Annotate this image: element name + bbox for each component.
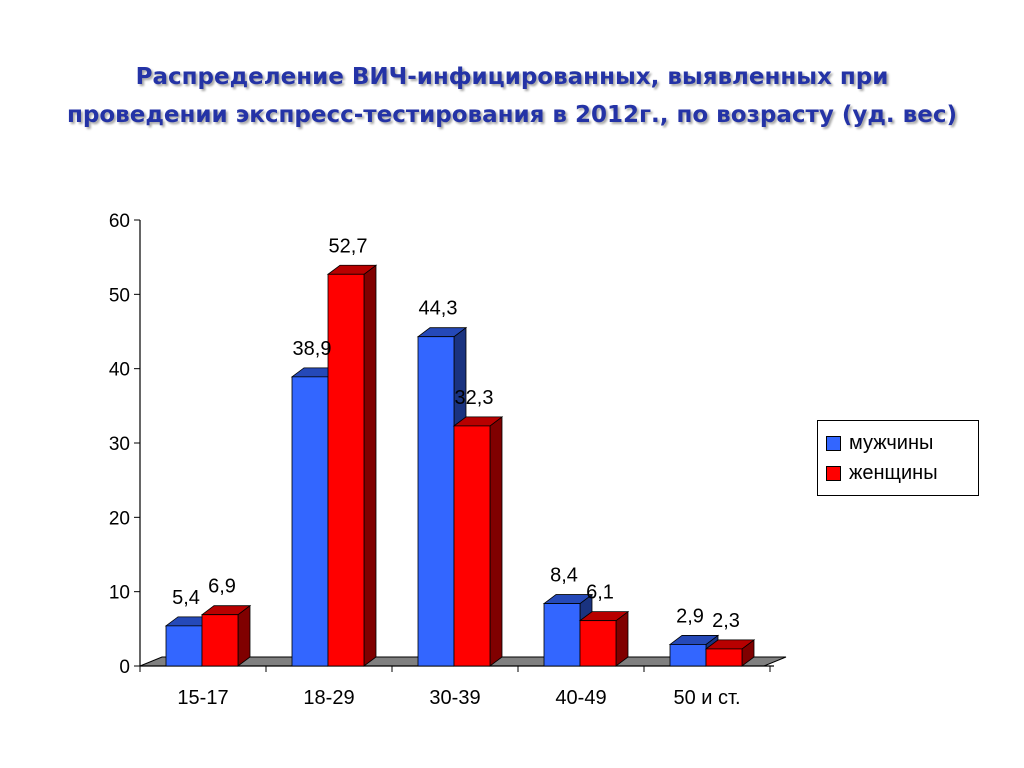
- x-axis: 15-17 18-29 30-39 40-49 50 и ст.: [139, 666, 771, 709]
- bar-front: [669, 644, 707, 667]
- data-label: 6,9: [208, 576, 236, 598]
- chart-title: Распределение ВИЧ-инфицированных, выявле…: [0, 58, 1024, 134]
- bar-side: [615, 610, 629, 667]
- x-category-label: 40-49: [555, 687, 606, 709]
- y-tick-label: 50: [109, 285, 130, 306]
- bar-front: [705, 648, 743, 667]
- data-label: 5,4: [172, 587, 200, 609]
- bar-front: [453, 425, 491, 667]
- bar-front: [579, 620, 617, 667]
- chart-title-line-1: Распределение ВИЧ-инфицированных, выявле…: [135, 64, 889, 90]
- bar: [704, 639, 756, 667]
- legend-item-women: женщины: [826, 461, 938, 485]
- x-category-label: 18-29: [303, 687, 354, 709]
- bar-side: [237, 604, 251, 667]
- chart-title-line-2: проведении экспресс-тестирования в 2012г…: [67, 102, 957, 128]
- y-tick-label: 20: [109, 508, 130, 529]
- data-label: 2,3: [712, 610, 740, 632]
- legend-swatch-women: [826, 465, 841, 481]
- x-category-label: 50 и ст.: [673, 687, 740, 709]
- legend-item-men: мужчины: [826, 431, 933, 455]
- bar-front: [165, 625, 203, 667]
- y-tick-label: 40: [109, 360, 130, 381]
- data-label: 8,4: [550, 565, 578, 587]
- y-tick-label: 60: [109, 211, 130, 232]
- legend: мужчины женщины: [817, 420, 979, 496]
- bar-front: [417, 336, 455, 667]
- bar-front: [201, 614, 239, 667]
- bar: [326, 264, 378, 667]
- data-label: 2,9: [676, 605, 704, 627]
- data-label: 6,1: [586, 582, 614, 604]
- data-label: 32,3: [455, 387, 494, 409]
- x-category-label: 30-39: [429, 687, 480, 709]
- bar-side: [489, 416, 503, 667]
- data-labels: 5,4 6,9 38,9 52,7 44,3 32,3 8,4 6,1 2,9 2,3: [172, 235, 740, 632]
- bar: [200, 604, 252, 667]
- legend-label-women: женщины: [849, 461, 938, 484]
- data-label: 52,7: [329, 235, 368, 257]
- data-label: 44,3: [419, 298, 458, 320]
- bar-front: [291, 376, 329, 667]
- bar: [542, 593, 594, 667]
- y-tick-label: 30: [109, 434, 130, 455]
- bars: [164, 264, 756, 667]
- legend-swatch-men: [826, 435, 841, 451]
- bar: [578, 610, 630, 667]
- bar: [452, 416, 504, 667]
- y-tick-label: 10: [109, 583, 130, 604]
- x-category-label: 15-17: [177, 687, 228, 709]
- y-tick-label: 0: [119, 657, 130, 678]
- bar-front: [543, 603, 581, 667]
- data-label: 38,9: [293, 338, 332, 360]
- legend-label-men: мужчины: [849, 431, 934, 454]
- bar-side: [363, 264, 377, 667]
- bar-front: [327, 273, 365, 667]
